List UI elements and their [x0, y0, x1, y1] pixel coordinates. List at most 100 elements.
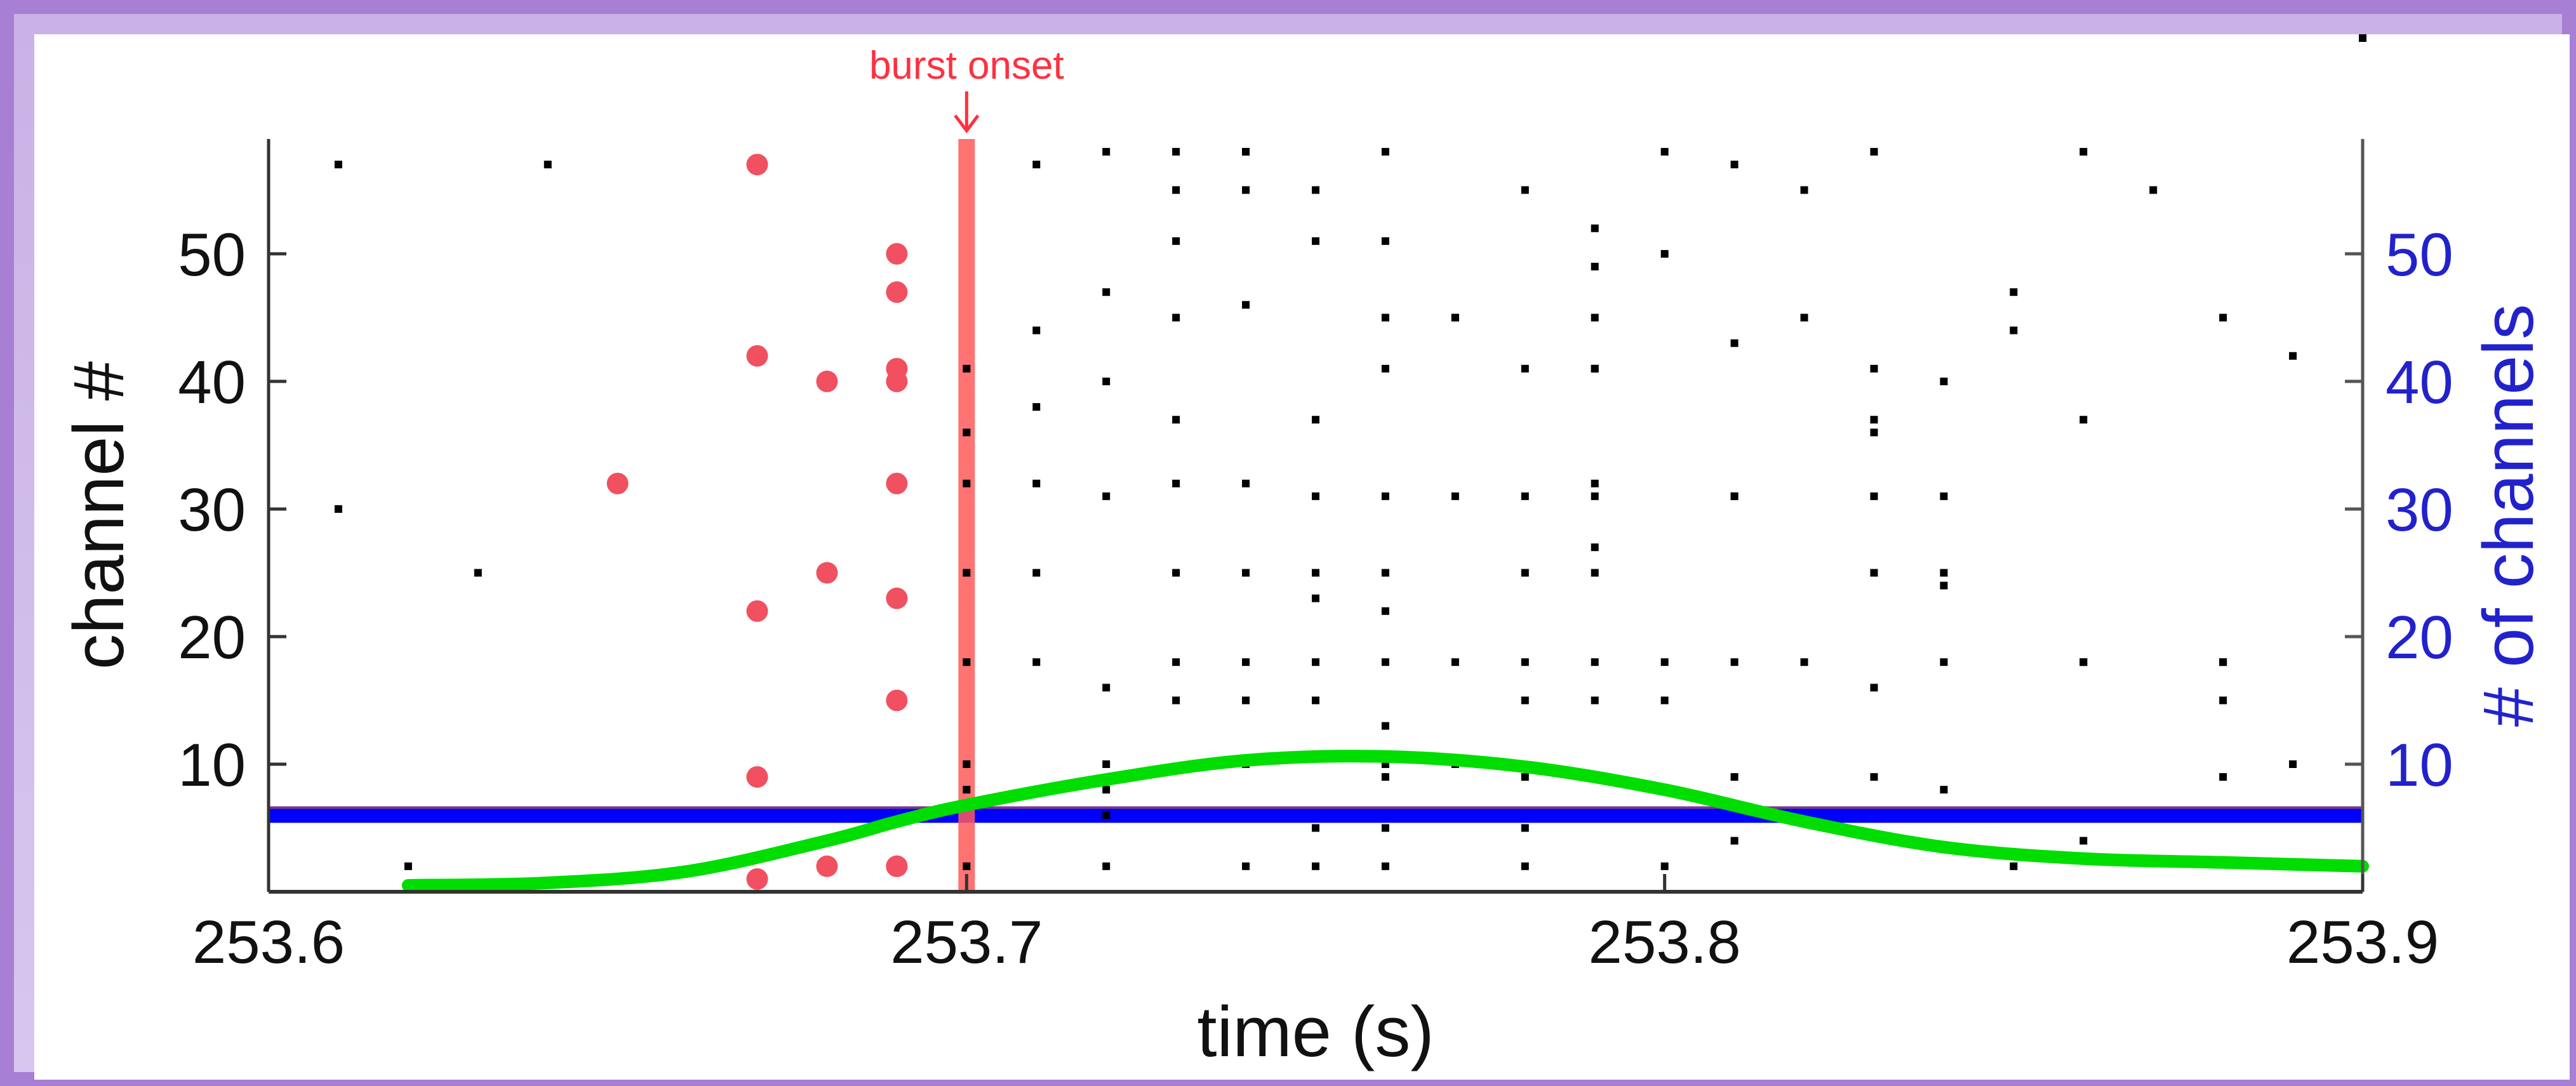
spike-point: [1381, 607, 1389, 615]
pre-onset-spike: [886, 855, 908, 877]
spike-point: [1312, 594, 1319, 602]
y-axis-label: channel #: [59, 361, 138, 670]
spike-point: [1730, 658, 1738, 666]
spike-point: [1870, 684, 1878, 692]
spike-point: [404, 862, 412, 870]
spike-point: [1381, 824, 1389, 832]
spike-point: [1032, 569, 1041, 577]
spike-point: [2079, 416, 2088, 424]
spike-point: [1870, 428, 1878, 437]
spike-point: [1242, 696, 1250, 705]
pre-onset-spike: [886, 587, 908, 609]
spike-point: [1591, 479, 1599, 487]
spike-point: [1312, 492, 1319, 500]
spike-point: [1312, 237, 1319, 245]
spike-point: [1032, 326, 1041, 334]
spike-point: [1172, 237, 1180, 245]
spike-point: [1940, 492, 1948, 500]
spike-point: [1242, 148, 1250, 156]
spike-point: [1172, 148, 1180, 156]
spike-point: [1730, 492, 1738, 500]
spike-point: [1381, 862, 1389, 870]
spike-point: [1172, 696, 1180, 705]
spike-point: [1381, 658, 1389, 666]
spike-point: [1172, 658, 1180, 666]
spike-point: [1381, 364, 1389, 373]
spike-point: [2219, 773, 2227, 781]
y-tick-label: 30: [178, 476, 246, 544]
spike-point: [1660, 148, 1669, 156]
chart-panel: 253.6 253.7 253.8 253.9 10 20 30 40 50 10 20 30 40 50…: [34, 34, 2570, 1080]
spike-point: [1312, 824, 1319, 832]
spike-point: [1660, 696, 1669, 705]
spike-point: [1451, 658, 1459, 666]
spike-point: [1242, 479, 1250, 487]
spike-point: [1032, 479, 1041, 487]
spike-point: [1242, 862, 1250, 870]
pre-onset-spike: [746, 345, 768, 367]
y-tick-label: 10: [178, 731, 246, 799]
spike-point: [963, 786, 971, 794]
x-tick-label: 253.6: [192, 908, 345, 976]
spike-point: [544, 161, 552, 169]
pre-onset-spike: [746, 600, 768, 622]
spike-point: [963, 364, 971, 373]
spike-point: [1102, 862, 1111, 870]
spike-point: [963, 760, 971, 768]
spike-point: [1521, 696, 1529, 705]
spike-point: [1381, 148, 1389, 156]
spike-point: [1660, 249, 1669, 258]
spike-point: [1591, 569, 1599, 577]
spike-point: [1032, 161, 1041, 169]
spike-point: [1172, 416, 1180, 424]
x-tick-label: 253.9: [2286, 908, 2439, 976]
pre-onset-spike: [606, 472, 629, 494]
spike-point: [2289, 352, 2297, 360]
spike-point: [1172, 186, 1180, 194]
spike-point: [1102, 760, 1111, 768]
spike-point: [1312, 862, 1319, 870]
spike-point: [1800, 314, 1808, 322]
y2-tick-label: 30: [2386, 476, 2453, 544]
burst-onset-annotation: burst onset: [869, 44, 1064, 88]
spike-point: [2079, 837, 2088, 845]
spike-point: [1032, 658, 1041, 666]
spike-point: [1172, 569, 1180, 577]
annotation-arrow-head: [954, 114, 980, 134]
spike-point: [1242, 658, 1250, 666]
spike-point: [1591, 696, 1599, 705]
pre-onset-spike: [886, 370, 908, 392]
spike-point: [963, 428, 971, 437]
pre-onset-spike: [886, 689, 908, 712]
spike-point: [2359, 34, 2366, 42]
spike-point: [1591, 364, 1599, 373]
pre-onset-spike: [746, 868, 768, 890]
pre-onset-spike: [816, 370, 838, 392]
spike-point: [1381, 722, 1389, 730]
spike-point: [1312, 416, 1319, 424]
spike-point: [2289, 760, 2297, 768]
spike-point: [1381, 314, 1389, 322]
spike-point: [2079, 148, 2088, 156]
spike-point: [2010, 326, 2018, 334]
pre-onset-spike: [746, 154, 768, 176]
spike-point: [334, 505, 342, 513]
spike-point: [1870, 364, 1878, 373]
spike-point: [1312, 658, 1319, 666]
spike-point: [1940, 569, 1948, 577]
y2-tick-label: 20: [2386, 604, 2453, 672]
spike-point: [1591, 543, 1599, 552]
spike-point: [334, 161, 342, 169]
pre-onset-spike: [886, 242, 908, 265]
spike-point: [1242, 186, 1250, 194]
spike-point: [1102, 288, 1111, 296]
pre-onset-spike: [746, 766, 768, 788]
spike-point: [1381, 773, 1389, 781]
spike-point: [963, 569, 971, 577]
y-tick-label: 50: [178, 221, 246, 289]
spike-point: [1521, 862, 1529, 870]
spike-point: [1312, 186, 1319, 194]
spike-point: [1312, 696, 1319, 705]
spike-point: [1870, 416, 1878, 424]
pre-onset-spike: [886, 472, 908, 494]
